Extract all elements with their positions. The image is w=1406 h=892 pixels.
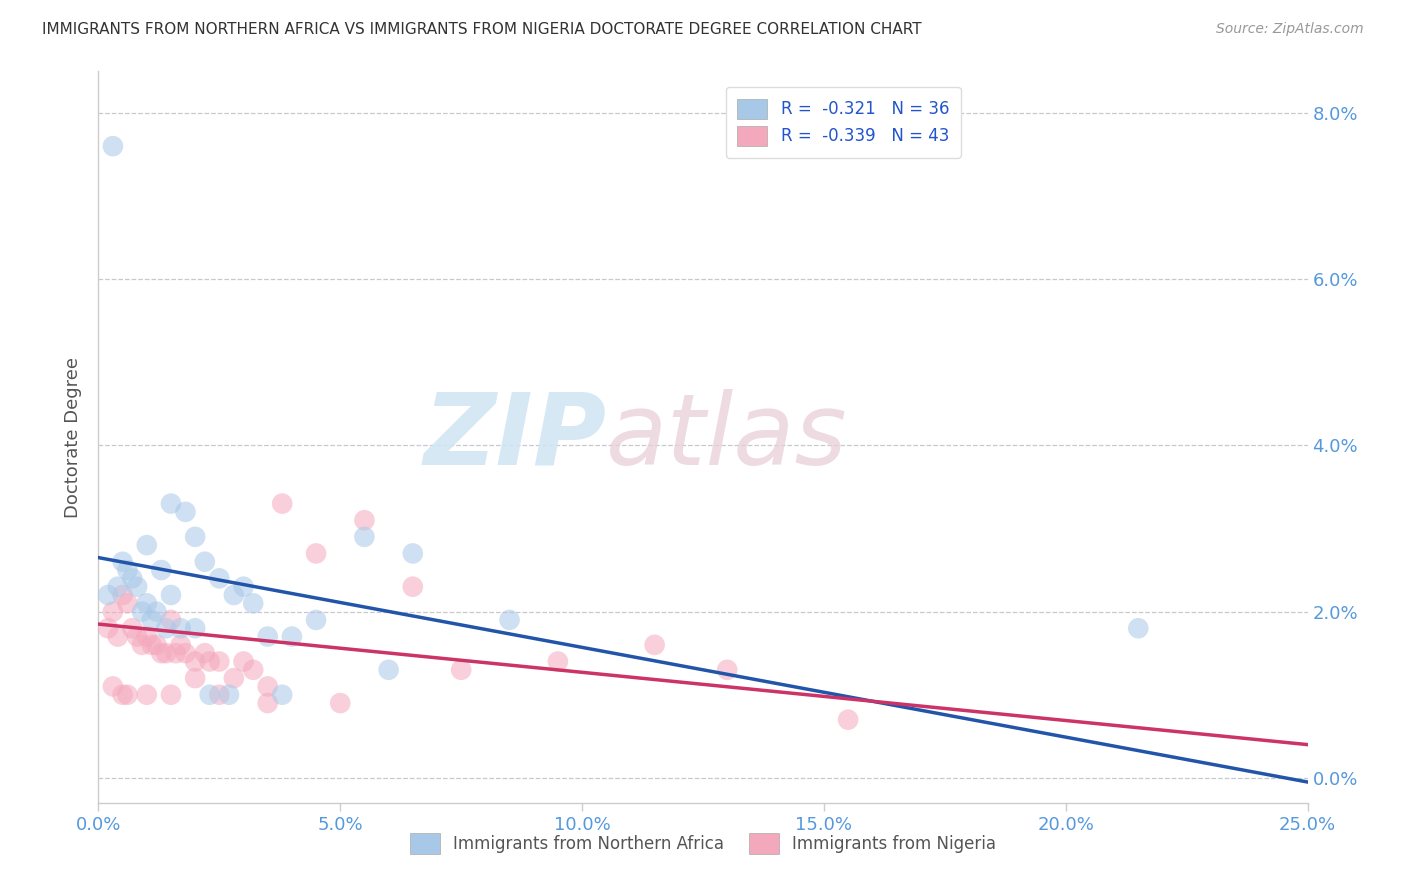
Point bbox=[127, 580, 149, 594]
Point bbox=[402, 580, 425, 594]
Point bbox=[101, 605, 124, 619]
Point bbox=[169, 638, 191, 652]
Point bbox=[155, 646, 177, 660]
Point bbox=[232, 580, 254, 594]
Point bbox=[222, 588, 245, 602]
Point bbox=[97, 621, 120, 635]
Point bbox=[141, 613, 163, 627]
Point bbox=[194, 555, 217, 569]
Point bbox=[155, 621, 177, 635]
Point bbox=[160, 588, 183, 602]
Point bbox=[160, 613, 183, 627]
Point bbox=[208, 655, 231, 669]
Point bbox=[271, 688, 294, 702]
Point bbox=[174, 505, 197, 519]
Point bbox=[111, 555, 134, 569]
Point bbox=[141, 638, 163, 652]
Point bbox=[101, 139, 124, 153]
Text: IMMIGRANTS FROM NORTHERN AFRICA VS IMMIGRANTS FROM NIGERIA DOCTORATE DEGREE CORR: IMMIGRANTS FROM NORTHERN AFRICA VS IMMIG… bbox=[42, 22, 922, 37]
Point bbox=[169, 621, 191, 635]
Point bbox=[127, 630, 149, 644]
Point bbox=[117, 688, 139, 702]
Point bbox=[198, 688, 221, 702]
Point bbox=[160, 497, 183, 511]
Point bbox=[117, 596, 139, 610]
Text: ZIP: ZIP bbox=[423, 389, 606, 485]
Point bbox=[208, 571, 231, 585]
Point bbox=[121, 571, 143, 585]
Point bbox=[208, 688, 231, 702]
Point bbox=[353, 513, 375, 527]
Point bbox=[256, 680, 278, 694]
Point bbox=[402, 546, 425, 560]
Point bbox=[131, 605, 153, 619]
Text: Source: ZipAtlas.com: Source: ZipAtlas.com bbox=[1216, 22, 1364, 37]
Point bbox=[101, 680, 124, 694]
Point bbox=[150, 563, 173, 577]
Point bbox=[135, 596, 157, 610]
Point bbox=[135, 630, 157, 644]
Point bbox=[837, 713, 859, 727]
Point bbox=[145, 638, 167, 652]
Point bbox=[232, 655, 254, 669]
Point bbox=[450, 663, 472, 677]
Point bbox=[377, 663, 399, 677]
Point bbox=[131, 638, 153, 652]
Point bbox=[111, 588, 134, 602]
Point bbox=[165, 646, 187, 660]
Point bbox=[305, 546, 328, 560]
Point bbox=[305, 613, 328, 627]
Point bbox=[547, 655, 569, 669]
Point bbox=[329, 696, 352, 710]
Point bbox=[218, 688, 240, 702]
Point bbox=[107, 630, 129, 644]
Point bbox=[198, 655, 221, 669]
Point bbox=[716, 663, 738, 677]
Point bbox=[242, 663, 264, 677]
Point bbox=[150, 646, 173, 660]
Text: atlas: atlas bbox=[606, 389, 848, 485]
Y-axis label: Doctorate Degree: Doctorate Degree bbox=[65, 357, 83, 517]
Point bbox=[135, 538, 157, 552]
Point bbox=[107, 580, 129, 594]
Point bbox=[184, 530, 207, 544]
Point bbox=[160, 688, 183, 702]
Legend: Immigrants from Northern Africa, Immigrants from Nigeria: Immigrants from Northern Africa, Immigra… bbox=[404, 827, 1002, 860]
Point bbox=[174, 646, 197, 660]
Point bbox=[111, 688, 134, 702]
Point bbox=[281, 630, 304, 644]
Point bbox=[117, 563, 139, 577]
Point bbox=[194, 646, 217, 660]
Point bbox=[222, 671, 245, 685]
Point bbox=[498, 613, 520, 627]
Point bbox=[644, 638, 666, 652]
Point bbox=[97, 588, 120, 602]
Point bbox=[184, 655, 207, 669]
Point bbox=[121, 621, 143, 635]
Point bbox=[145, 605, 167, 619]
Point bbox=[256, 630, 278, 644]
Point bbox=[184, 671, 207, 685]
Point bbox=[184, 621, 207, 635]
Point bbox=[271, 497, 294, 511]
Point bbox=[256, 696, 278, 710]
Point bbox=[135, 688, 157, 702]
Point bbox=[353, 530, 375, 544]
Point bbox=[1128, 621, 1150, 635]
Point bbox=[242, 596, 264, 610]
